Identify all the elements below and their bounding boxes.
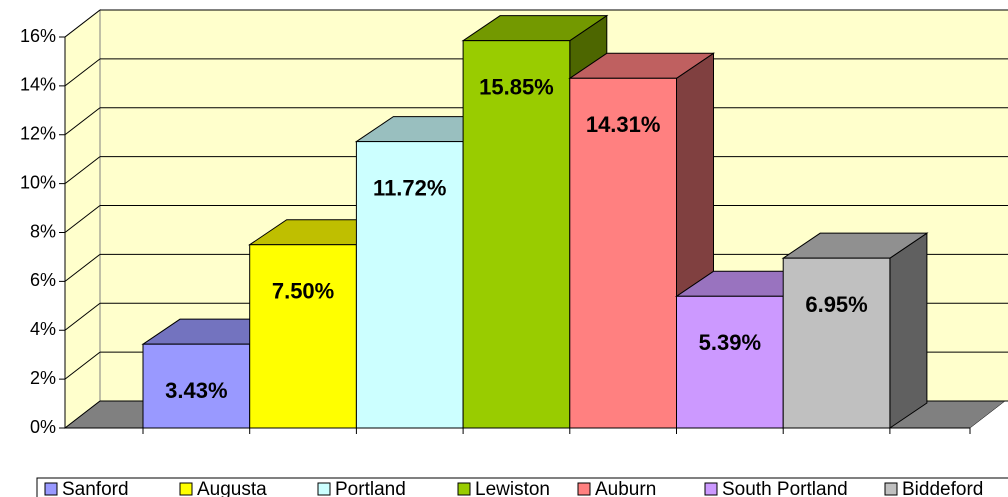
bar: [676, 295, 784, 429]
legend-swatch: [577, 482, 591, 496]
legend-swatch: [704, 482, 718, 496]
legend-label: South Portland: [722, 479, 848, 497]
bar: [355, 141, 464, 429]
bar: [569, 77, 677, 429]
value-label: 5.39%: [699, 330, 761, 355]
y-tick-label: 2%: [30, 368, 56, 388]
value-label: 3.43%: [165, 378, 227, 403]
y-tick-label: 14%: [20, 75, 56, 95]
y-tick-label: 8%: [30, 221, 56, 241]
grid-line: [64, 58, 101, 87]
grid-line: [64, 107, 101, 136]
grid-line: [64, 156, 101, 185]
legend-swatch: [179, 482, 193, 496]
value-label: 15.85%: [479, 74, 554, 99]
legend-swatch: [317, 482, 331, 496]
bar-side: [889, 232, 928, 429]
y-tick-label: 0%: [30, 417, 56, 437]
y-tick-label: 6%: [30, 270, 56, 290]
grid-line: [64, 400, 101, 429]
grid-line: [64, 253, 101, 282]
legend-label: Augusta: [197, 479, 267, 497]
y-tick-label: 10%: [20, 172, 56, 192]
grid-line: [64, 302, 101, 331]
y-tick-label: 12%: [20, 124, 56, 144]
legend-swatch: [884, 482, 898, 496]
legend-label: Portland: [335, 479, 406, 497]
value-label: 11.72%: [373, 175, 446, 200]
value-label: 6.95%: [805, 292, 867, 317]
bar: [142, 343, 251, 429]
legend-label: Auburn: [595, 479, 656, 497]
y-tick-label: 4%: [30, 319, 56, 339]
legend-label: Sanford: [62, 479, 129, 497]
value-label: 14.31%: [586, 112, 661, 137]
legend-swatch: [457, 482, 471, 496]
grid-line: [64, 9, 101, 38]
y-tick-label: 16%: [20, 26, 56, 46]
legend-swatch: [44, 482, 58, 496]
grid-line: [64, 351, 101, 380]
bar: [782, 257, 891, 429]
bar: [249, 244, 357, 429]
legend-label: Biddeford: [902, 479, 983, 497]
grid-line: [64, 205, 101, 233]
bar: [462, 40, 571, 429]
legend: [36, 477, 1008, 497]
value-label: 7.50%: [272, 279, 334, 304]
legend-label: Lewiston: [475, 479, 550, 497]
